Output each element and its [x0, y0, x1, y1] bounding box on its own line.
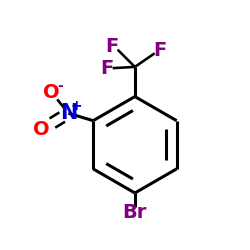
Text: +: + [71, 99, 83, 113]
Text: O: O [42, 83, 59, 102]
Text: F: F [106, 37, 119, 56]
Text: Br: Br [123, 203, 147, 222]
Text: F: F [154, 41, 167, 60]
Text: F: F [100, 59, 114, 78]
Text: N: N [60, 103, 77, 123]
Text: -: - [57, 79, 63, 93]
Text: O: O [34, 120, 50, 139]
